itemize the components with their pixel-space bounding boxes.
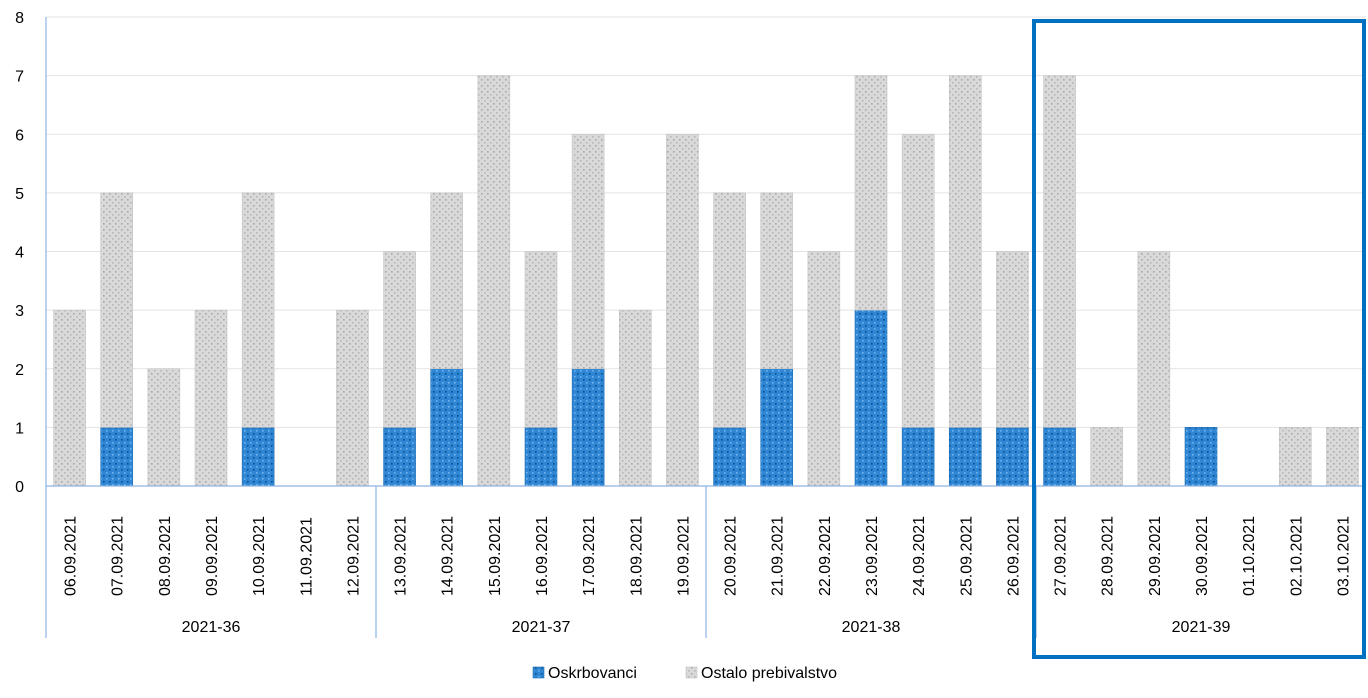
bar-ostalo-prebivalstvo	[1043, 75, 1076, 428]
bar-oskrbovanci	[241, 427, 275, 487]
bar-oskrbovanci	[854, 309, 888, 487]
x-tick-label: 02.10.2021	[1288, 516, 1305, 596]
x-tick-label: 07.09.2021	[110, 516, 127, 596]
x-tick-label: 24.09.2021	[911, 516, 928, 596]
x-tick-label: 18.09.2021	[628, 516, 645, 596]
x-tick-label: 17.09.2021	[581, 516, 598, 596]
legend-label: Oskrbovanci	[548, 665, 637, 682]
bar-ostalo-prebivalstvo	[147, 368, 181, 487]
bar-ostalo-prebivalstvo	[477, 75, 511, 487]
bar-ostalo-prebivalstvo	[713, 192, 746, 428]
bar-ostalo-prebivalstvo	[100, 192, 134, 428]
y-tick-label: 2	[15, 362, 24, 379]
group-label: 2021-38	[842, 619, 901, 636]
legend-swatch	[532, 666, 545, 679]
legend-swatch	[685, 666, 698, 679]
x-tick-label: 10.09.2021	[251, 516, 268, 596]
bar-oskrbovanci	[571, 368, 605, 487]
bar-ostalo-prebivalstvo	[194, 309, 228, 487]
bar-ostalo-prebivalstvo	[666, 133, 699, 487]
y-tick-label: 7	[15, 69, 24, 86]
x-tick-label: 23.09.2021	[864, 516, 881, 596]
highlight-box	[1032, 19, 1366, 659]
bar-ostalo-prebivalstvo	[1090, 427, 1124, 487]
y-tick-label: 6	[15, 127, 24, 144]
bar-oskrbovanci	[901, 427, 935, 487]
x-tick-label: 20.09.2021	[723, 516, 740, 596]
bar-ostalo-prebivalstvo	[854, 75, 888, 311]
x-tick-label: 09.09.2021	[204, 516, 221, 596]
y-tick-label: 8	[15, 10, 24, 27]
x-tick-label: 26.09.2021	[1005, 516, 1022, 596]
group-label: 2021-39	[1172, 619, 1231, 636]
x-tick-label: 01.10.2021	[1241, 516, 1258, 596]
bar-oskrbovanci	[1184, 427, 1218, 487]
x-tick-label: 11.09.2021	[298, 517, 315, 596]
x-tick-label: 29.09.2021	[1147, 516, 1164, 596]
y-tick-label: 4	[15, 245, 24, 262]
bar-oskrbovanci	[948, 427, 982, 487]
y-tick-label: 5	[15, 186, 24, 203]
bar-oskrbovanci	[524, 427, 558, 487]
bar-ostalo-prebivalstvo	[901, 133, 935, 428]
x-tick-label: 21.09.2021	[770, 516, 787, 596]
x-tick-label: 08.09.2021	[157, 516, 174, 596]
bar-ostalo-prebivalstvo	[430, 192, 464, 370]
bar-ostalo-prebivalstvo	[760, 192, 794, 370]
bar-oskrbovanci	[383, 427, 416, 487]
group-label: 2021-37	[512, 619, 571, 636]
x-tick-label: 14.09.2021	[440, 516, 457, 596]
bar-ostalo-prebivalstvo	[383, 251, 416, 428]
bar-oskrbovanci	[713, 427, 746, 487]
bar-ostalo-prebivalstvo	[524, 251, 558, 428]
x-tick-label: 06.09.2021	[63, 516, 80, 596]
x-tick-label: 28.09.2021	[1100, 516, 1117, 596]
x-tick-label: 13.09.2021	[393, 516, 410, 596]
y-tick-label: 1	[15, 420, 24, 437]
bar-ostalo-prebivalstvo	[1137, 251, 1171, 487]
bar-ostalo-prebivalstvo	[571, 133, 605, 370]
bar-ostalo-prebivalstvo	[948, 75, 982, 428]
bar-ostalo-prebivalstvo	[996, 251, 1029, 428]
bar-ostalo-prebivalstvo	[336, 309, 369, 487]
x-tick-label: 30.09.2021	[1194, 516, 1211, 596]
x-tick-label: 19.09.2021	[675, 516, 692, 596]
y-tick-label: 3	[15, 303, 24, 320]
group-label: 2021-36	[182, 619, 241, 636]
x-tick-label: 27.09.2021	[1053, 516, 1070, 596]
bar-ostalo-prebivalstvo	[618, 309, 652, 487]
bar-oskrbovanci	[430, 368, 464, 487]
x-tick-label: 03.10.2021	[1335, 516, 1352, 596]
legend-label: Ostalo prebivalstvo	[701, 665, 837, 682]
x-tick-label: 22.09.2021	[817, 516, 834, 596]
y-tick-label: 0	[15, 479, 24, 496]
bar-oskrbovanci	[100, 427, 134, 487]
bar-ostalo-prebivalstvo	[1326, 427, 1359, 487]
bar-oskrbovanci	[1043, 427, 1076, 487]
bar-ostalo-prebivalstvo	[1278, 427, 1312, 487]
bar-ostalo-prebivalstvo	[241, 192, 275, 428]
x-tick-label: 16.09.2021	[534, 516, 551, 596]
x-tick-label: 12.09.2021	[345, 516, 362, 596]
bar-ostalo-prebivalstvo	[807, 251, 841, 487]
bar-oskrbovanci	[996, 427, 1029, 487]
x-tick-label: 15.09.2021	[487, 516, 504, 596]
bar-ostalo-prebivalstvo	[53, 309, 86, 487]
bar-oskrbovanci	[760, 368, 794, 487]
x-tick-label: 25.09.2021	[958, 516, 975, 596]
